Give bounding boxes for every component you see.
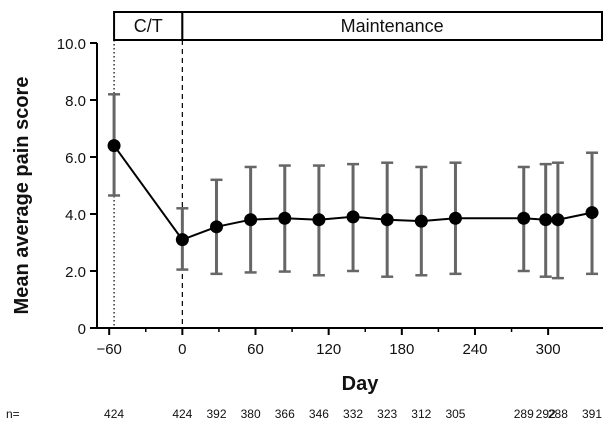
data-point [414,214,428,228]
y-tick-label: 6.0 [65,150,86,167]
y-tick-label: 2.0 [65,264,86,281]
x-tick-label: 240 [462,341,487,358]
data-point [585,206,599,220]
n-value: 366 [275,407,295,421]
y-axis-title: Mean average pain score [11,77,33,315]
phase-label-ct: C/T [134,16,163,36]
n-value: 424 [104,407,124,421]
x-axis-title: Day [342,373,380,395]
data-point [539,213,553,227]
axes [96,43,603,329]
n-value: 288 [548,407,568,421]
x-tick-label: 0 [178,341,186,358]
y-tick-label: 4.0 [65,207,86,224]
y-tick-label: 10.0 [57,36,86,53]
n-value: 391 [582,407,602,421]
data-point [551,213,565,227]
y-tick-label: 0 [78,321,86,338]
x-tick-label: 120 [316,341,341,358]
n-value: 392 [206,407,226,421]
data-point [448,211,462,225]
n-value: 323 [377,407,397,421]
phase-bar: C/T Maintenance [113,11,603,328]
n-value: 292 [536,407,556,421]
n-value: 380 [241,407,261,421]
data-point [517,211,531,225]
n-value: 305 [445,407,465,421]
phase-box [181,11,603,41]
y-tick-label: 8.0 [65,93,86,110]
x-tick-label: 300 [536,341,561,358]
x-tick-label: 180 [389,341,414,358]
error-bars [108,93,599,280]
n-value: 289 [514,407,534,421]
n-value: 312 [411,407,431,421]
data-point [278,211,292,225]
x-tick-label: 60 [247,341,264,358]
data-point [346,210,360,224]
data-point [380,213,394,227]
data-point [107,139,121,153]
phase-box [113,11,184,41]
data-point [312,213,326,227]
data-point [209,220,223,234]
ticks: 0 2.0 4.0 6.0 8.0 10.0 −60 0 60 120 180 240 300 [57,36,561,358]
phase-label-maintenance: Maintenance [341,16,444,36]
data-points [107,139,599,247]
n-row: n= 424 424 392 380 366 346 332 323 312 305 289 2922… [6,407,602,421]
data-point [175,233,189,247]
n-value: 346 [309,407,329,421]
n-row-label: n= [6,407,20,421]
x-tick-label: −60 [96,341,121,358]
n-value: 332 [343,407,363,421]
data-point [244,213,258,227]
n-value: 424 [172,407,192,421]
